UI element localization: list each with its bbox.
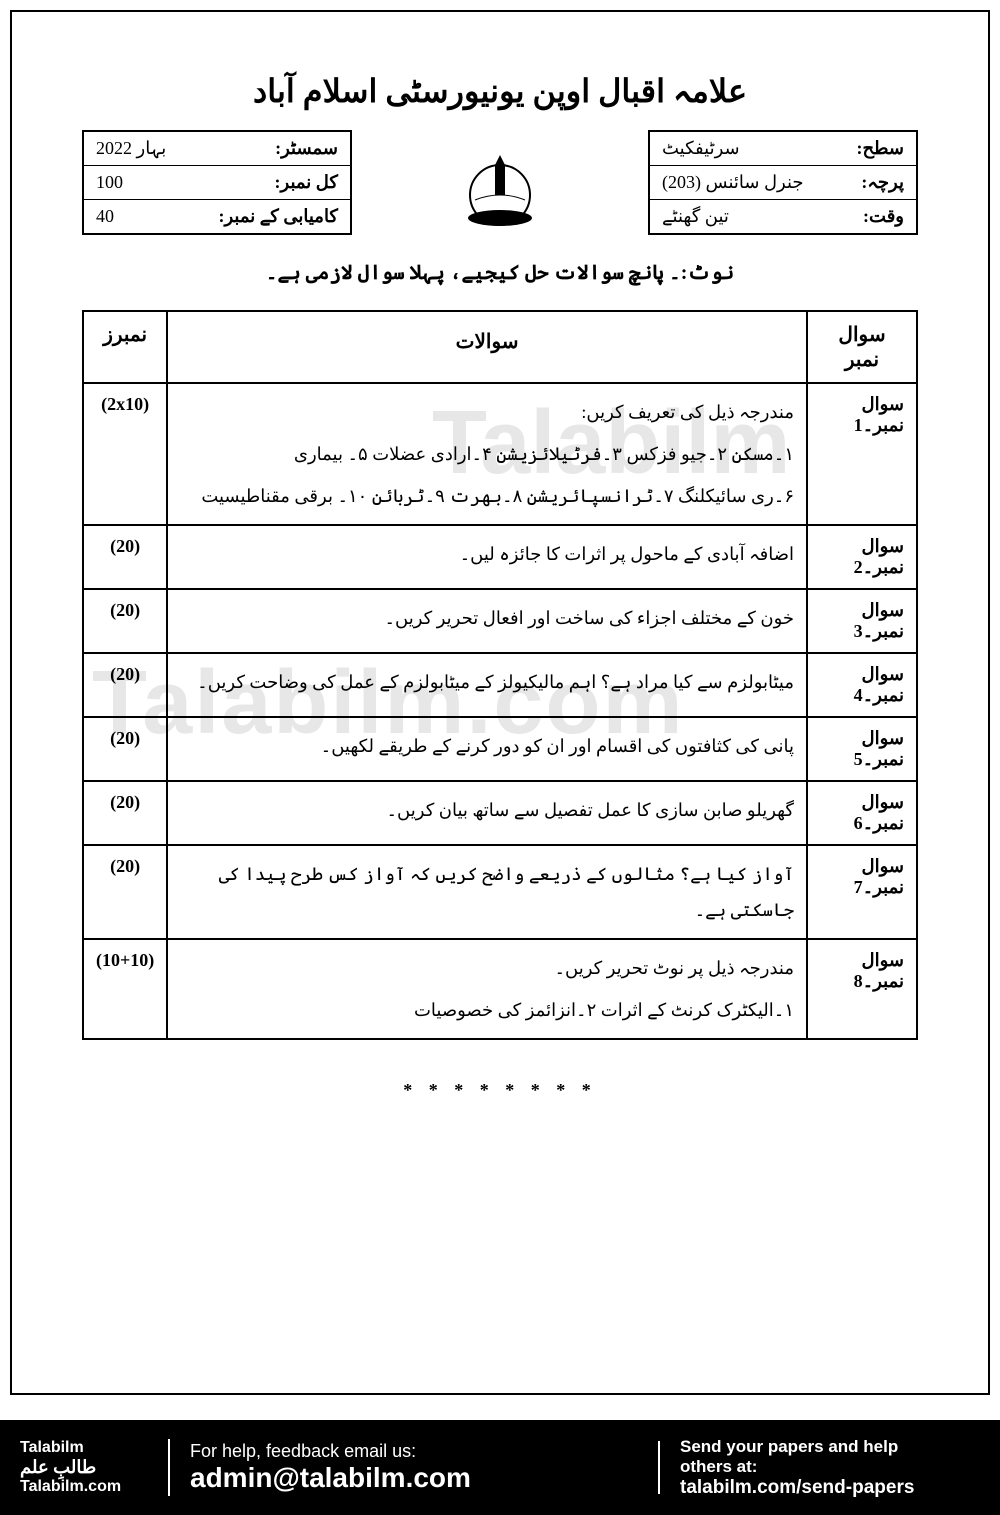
question-text: میٹابولزم سے کیا مراد ہے؟ اہم مالیکیولز … <box>167 653 807 717</box>
header-question: سوالات <box>167 311 807 383</box>
footer-help-email: admin@talabilm.com <box>190 1462 638 1494</box>
footer-send-text1: Send your papers and help <box>680 1437 980 1457</box>
level-label: سطح: <box>857 138 904 159</box>
question-subline: ۱۔مسکن ۲۔جیو فزکس ۳۔فرٹیلائزیشن ۴۔ارادی … <box>180 436 794 472</box>
question-number: سوال نمبر۔3 <box>807 589 917 653</box>
level-value: سرٹیفکیٹ <box>662 138 740 159</box>
questions-table: سوال نمبر سوالات نمبرز سوال نمبر۔1مندرجہ… <box>82 310 918 1040</box>
table-row: سوال نمبر۔3خون کے مختلف اجزاء کی ساخت او… <box>83 589 917 653</box>
university-logo <box>455 140 545 230</box>
header-qnum: سوال نمبر <box>807 311 917 383</box>
footer-help-text: For help, feedback email us: <box>190 1441 638 1462</box>
info-row: کل نمبر: 100 <box>84 166 350 200</box>
table-row: سوال نمبر۔1مندرجہ ذیل کی تعریف کریں:۱۔مس… <box>83 383 917 525</box>
info-box-right: سطح: سرٹیفکیٹ پرچہ: جنرل سائنس (203) وقت… <box>648 130 918 235</box>
end-stars: * * * * * * * * <box>82 1080 918 1101</box>
footer-brand: Talabilm طالبِ علم Talabilm.com <box>20 1439 170 1496</box>
question-number: سوال نمبر۔6 <box>807 781 917 845</box>
footer-brand-site: Talabilm.com <box>20 1478 153 1496</box>
question-text: مندرجہ ذیل کی تعریف کریں:۱۔مسکن ۲۔جیو فز… <box>167 383 807 525</box>
header-info-row: سمسٹر: بہار 2022 کل نمبر: 100 کامیابی کے… <box>82 130 918 235</box>
question-marks: (20) <box>83 845 167 939</box>
instruction-note: نوٹ:۔ پانچ سوالات حل کیجیے، پہلا سوال لا… <box>82 260 918 285</box>
question-text: آواز کیا ہے؟ مثالوں کے ذریعے واضح کریں ک… <box>167 845 807 939</box>
total-marks-label: کل نمبر: <box>275 172 338 193</box>
question-number: سوال نمبر۔4 <box>807 653 917 717</box>
question-number: سوال نمبر۔7 <box>807 845 917 939</box>
paper-value: جنرل سائنس (203) <box>662 172 804 193</box>
question-number: سوال نمبر۔8 <box>807 939 917 1039</box>
question-number: سوال نمبر۔1 <box>807 383 917 525</box>
question-number: سوال نمبر۔2 <box>807 525 917 589</box>
info-row: پرچہ: جنرل سائنس (203) <box>650 166 916 200</box>
question-subline: ۱۔الیکٹرک کرنٹ کے اثرات ۲۔انزائمز کی خصو… <box>180 992 794 1028</box>
pass-marks-label: کامیابی کے نمبر: <box>218 206 338 227</box>
footer-brand-ur: طالبِ علم <box>20 1457 153 1478</box>
table-row: سوال نمبر۔8مندرجہ ذیل پر نوٹ تحریر کریں۔… <box>83 939 917 1039</box>
university-title: علامہ اقبال اوپن یونیورسٹی اسلام آباد <box>82 72 918 110</box>
footer-send-url: talabilm.com/send-papers <box>680 1477 980 1499</box>
question-marks: (20) <box>83 589 167 653</box>
total-marks-value: 100 <box>96 172 123 193</box>
page-footer: Talabilm طالبِ علم Talabilm.com For help… <box>0 1420 1000 1515</box>
table-row: سوال نمبر۔6گھریلو صابن سازی کا عمل تفصیل… <box>83 781 917 845</box>
footer-brand-en: Talabilm <box>20 1439 153 1457</box>
question-marks: (20) <box>83 653 167 717</box>
table-row: سوال نمبر۔5پانی کی کثافتوں کی اقسام اور … <box>83 717 917 781</box>
question-text: مندرجہ ذیل پر نوٹ تحریر کریں۔۱۔الیکٹرک ک… <box>167 939 807 1039</box>
info-row: وقت: تین گھنٹے <box>650 200 916 233</box>
info-box-left: سمسٹر: بہار 2022 کل نمبر: 100 کامیابی کے… <box>82 130 352 235</box>
question-text: گھریلو صابن سازی کا عمل تفصیل سے ساتھ بی… <box>167 781 807 845</box>
question-marks: (20) <box>83 717 167 781</box>
footer-send-text2: others at: <box>680 1457 980 1477</box>
question-text: پانی کی کثافتوں کی اقسام اور ان کو دور ک… <box>167 717 807 781</box>
semester-value: بہار 2022 <box>96 138 166 159</box>
question-number: سوال نمبر۔5 <box>807 717 917 781</box>
question-subline: ۶۔ری سائیکلنگ ۷۔ٹرانسپائریشن ۸۔بھرت ۹۔ٹر… <box>180 478 794 514</box>
question-marks: (10+10) <box>83 939 167 1039</box>
question-text: خون کے مختلف اجزاء کی ساخت اور افعال تحر… <box>167 589 807 653</box>
footer-send: Send your papers and help others at: tal… <box>660 1437 980 1499</box>
pass-marks-value: 40 <box>96 206 114 227</box>
semester-label: سمسٹر: <box>275 138 338 159</box>
table-row: سوال نمبر۔4میٹابولزم سے کیا مراد ہے؟ اہم… <box>83 653 917 717</box>
header-marks: نمبرز <box>83 311 167 383</box>
question-marks: (20) <box>83 781 167 845</box>
info-row: کامیابی کے نمبر: 40 <box>84 200 350 233</box>
info-row: سمسٹر: بہار 2022 <box>84 132 350 166</box>
table-row: سوال نمبر۔2اضافہ آبادی کے ماحول پر اثرات… <box>83 525 917 589</box>
paper-label: پرچہ: <box>861 172 904 193</box>
info-row: سطح: سرٹیفکیٹ <box>650 132 916 166</box>
question-text: اضافہ آبادی کے ماحول پر اثرات کا جائزہ ل… <box>167 525 807 589</box>
time-label: وقت: <box>863 206 904 227</box>
time-value: تین گھنٹے <box>662 206 729 227</box>
footer-help: For help, feedback email us: admin@talab… <box>170 1441 660 1494</box>
question-marks: (2x10) <box>83 383 167 525</box>
table-row: سوال نمبر۔7آواز کیا ہے؟ مثالوں کے ذریعے … <box>83 845 917 939</box>
question-marks: (20) <box>83 525 167 589</box>
